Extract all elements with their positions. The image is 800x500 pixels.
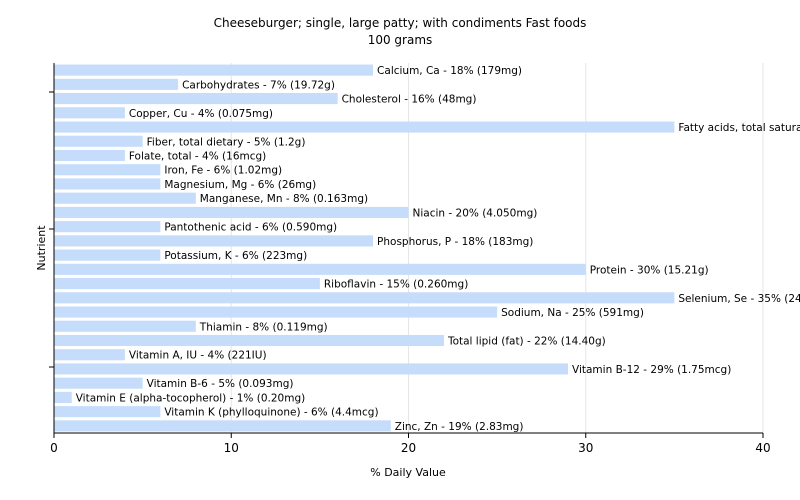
bar-label: Phosphorus, P - 18% (183mg) xyxy=(377,236,533,248)
bar xyxy=(54,391,72,403)
bar-label: Riboflavin - 15% (0.260mg) xyxy=(324,279,468,291)
bar xyxy=(54,121,675,133)
bar xyxy=(54,406,161,418)
bar-label: Thiamin - 8% (0.119mg) xyxy=(199,321,328,333)
x-tick-label: 0 xyxy=(50,441,58,455)
x-tick-label: 40 xyxy=(755,441,770,455)
bar-label: Fatty acids, total saturated - 35% (7.03… xyxy=(678,122,800,134)
bar xyxy=(54,107,125,119)
chart-subtitle: 100 grams xyxy=(368,33,433,47)
x-tick-label: 20 xyxy=(401,441,416,455)
bar xyxy=(54,135,143,147)
bar-label: Carbohydrates - 7% (19.72g) xyxy=(182,79,335,91)
bar-label: Calcium, Ca - 18% (179mg) xyxy=(377,65,522,77)
bar-label: Vitamin B-12 - 29% (1.75mcg) xyxy=(572,364,731,376)
bar-label: Magnesium, Mg - 6% (26mg) xyxy=(164,179,316,191)
x-axis-label: % Daily Value xyxy=(370,466,446,479)
bar-label: Vitamin B-6 - 5% (0.093mg) xyxy=(147,378,294,390)
chart-title: Cheeseburger; single, large patty; with … xyxy=(214,16,587,30)
bar xyxy=(54,377,143,389)
bar xyxy=(54,178,161,190)
bar xyxy=(54,192,196,204)
bar-label: Selenium, Se - 35% (24.7mcg) xyxy=(678,293,800,305)
bar xyxy=(54,206,409,218)
bar-label: Iron, Fe - 6% (1.02mg) xyxy=(164,165,282,177)
bar-label: Manganese, Mn - 8% (0.163mg) xyxy=(200,193,368,205)
bar xyxy=(54,78,179,90)
bar-label: Sodium, Na - 25% (591mg) xyxy=(501,307,644,319)
bar xyxy=(54,149,125,162)
bar-label: Vitamin A, IU - 4% (221IU) xyxy=(129,350,267,362)
bar xyxy=(54,320,196,332)
bar xyxy=(54,249,161,261)
bar-label: Zinc, Zn - 19% (2.83mg) xyxy=(395,421,524,433)
bar xyxy=(54,349,125,361)
x-tick-label: 10 xyxy=(224,441,239,455)
bar-label: Fiber, total dietary - 5% (1.2g) xyxy=(147,136,306,148)
bar xyxy=(54,334,444,347)
bar xyxy=(54,64,374,76)
bar-label: Potassium, K - 6% (223mg) xyxy=(164,250,307,262)
x-ticks: 0 10 20 30 40 xyxy=(50,433,771,455)
bar xyxy=(54,420,391,432)
bar xyxy=(54,278,320,290)
bar xyxy=(54,263,586,275)
bar-label: Protein - 30% (15.21g) xyxy=(590,264,709,276)
bar-label: Copper, Cu - 4% (0.075mg) xyxy=(129,108,273,120)
bar xyxy=(54,235,374,247)
bar xyxy=(54,164,161,176)
bar-label: Vitamin K (phylloquinone) - 6% (4.4mcg) xyxy=(164,407,378,419)
x-tick-label: 30 xyxy=(578,441,593,455)
bar-label: Folate, total - 4% (16mcg) xyxy=(129,151,266,163)
bar-label: Pantothenic acid - 6% (0.590mg) xyxy=(164,222,337,234)
bar xyxy=(54,306,498,318)
bar xyxy=(54,93,338,105)
bar-label: Cholesterol - 16% (48mg) xyxy=(342,94,477,106)
bar xyxy=(54,221,161,233)
bar-label: Niacin - 20% (4.050mg) xyxy=(413,207,538,219)
bar-label: Total lipid (fat) - 22% (14.40g) xyxy=(447,336,606,348)
y-axis-label: Nutrient xyxy=(35,225,48,271)
bar-label: Vitamin E (alpha-tocopherol) - 1% (0.20m… xyxy=(76,392,306,404)
grid-lines xyxy=(230,63,764,433)
bar xyxy=(54,292,675,304)
bar xyxy=(54,363,569,375)
bars: Calcium, Ca - 18% (179mg) Carbohydrates -… xyxy=(54,64,800,433)
